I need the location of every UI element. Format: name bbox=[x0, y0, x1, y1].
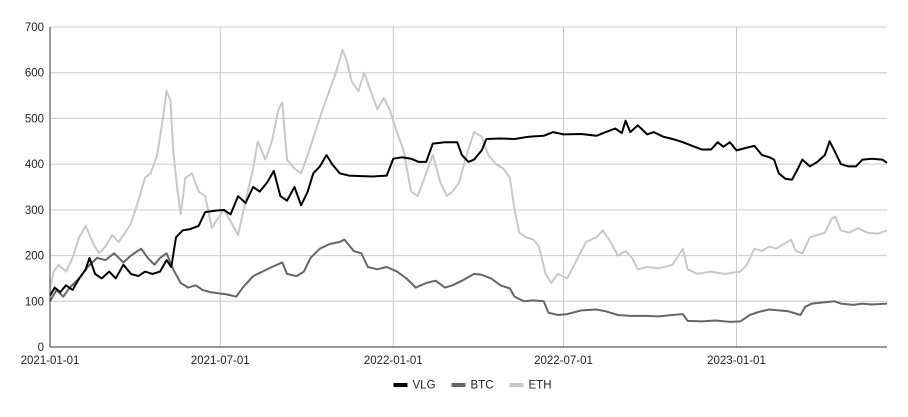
series-line-btc bbox=[49, 238, 888, 323]
legend-swatch bbox=[451, 383, 466, 387]
y-tick-label: 400 bbox=[25, 159, 44, 171]
x-tick-label: 2021-01-01 bbox=[21, 355, 80, 367]
y-tick-label: 700 bbox=[25, 22, 44, 34]
y-tick-label: 500 bbox=[25, 113, 44, 125]
y-tick-label: 0 bbox=[38, 342, 44, 354]
legend[interactable]: VLG BTC ETH bbox=[393, 380, 552, 392]
legend-swatch bbox=[509, 383, 524, 387]
gridlines bbox=[50, 26, 887, 347]
x-tick-label: 2021-07-01 bbox=[191, 355, 250, 367]
y-tick-label: 600 bbox=[25, 68, 44, 80]
series-line-eth bbox=[49, 48, 888, 288]
legend-item-vlg[interactable]: VLG bbox=[393, 380, 436, 392]
x-tick-label: 2023-01-01 bbox=[707, 355, 766, 367]
y-tick-label: 100 bbox=[25, 296, 44, 308]
axes: 0 100 200 300 400 500 600 700 2021-01-01 2021-07-… bbox=[21, 22, 887, 367]
series-line-vlg bbox=[49, 119, 888, 297]
legend-label: BTC bbox=[471, 380, 494, 392]
legend-item-btc[interactable]: BTC bbox=[451, 380, 494, 392]
legend-swatch bbox=[393, 383, 408, 387]
legend-item-eth[interactable]: ETH bbox=[509, 380, 552, 392]
legend-label: VLG bbox=[413, 380, 436, 392]
y-tick-label: 200 bbox=[25, 251, 44, 263]
legend-label: ETH bbox=[529, 380, 552, 392]
x-tick-label: 2022-01-01 bbox=[364, 355, 423, 367]
series-lines bbox=[49, 48, 888, 323]
x-tick-label: 2022-07-01 bbox=[534, 355, 593, 367]
y-tick-label: 300 bbox=[25, 205, 44, 217]
